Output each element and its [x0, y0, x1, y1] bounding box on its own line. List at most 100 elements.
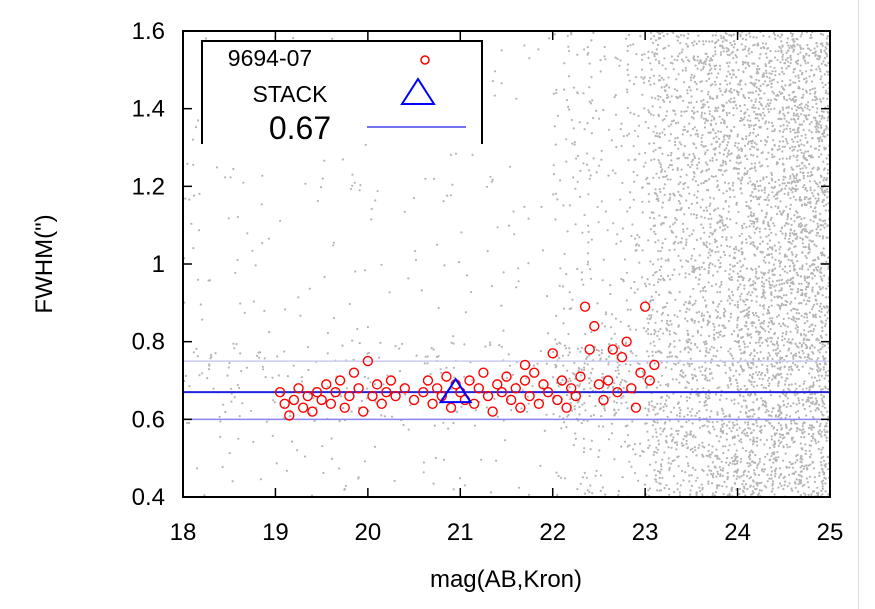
background-point: [558, 357, 561, 360]
background-point: [678, 339, 681, 342]
background-point: [654, 97, 657, 100]
background-point: [633, 280, 636, 284]
background-point: [704, 369, 707, 372]
background-point: [720, 394, 723, 397]
background-point: [807, 493, 810, 497]
background-point: [706, 55, 709, 59]
background-point: [812, 220, 815, 223]
background-point: [734, 245, 738, 248]
background-point: [430, 347, 433, 350]
background-point: [240, 369, 243, 373]
background-point: [797, 483, 800, 486]
background-point: [674, 217, 677, 220]
background-point: [771, 407, 775, 410]
background-point: [648, 314, 651, 317]
background-point: [686, 130, 689, 133]
background-point: [596, 302, 599, 305]
background-point: [716, 349, 719, 352]
background-point: [769, 102, 772, 105]
background-point: [617, 389, 620, 392]
background-point: [765, 198, 768, 201]
background-point: [772, 92, 776, 95]
background-point: [718, 115, 721, 118]
background-point: [662, 187, 665, 190]
background-point: [679, 42, 682, 45]
background-point: [777, 344, 780, 347]
background-point: [716, 179, 719, 182]
background-point: [653, 158, 656, 161]
background-point: [634, 237, 637, 240]
background-point: [789, 130, 792, 133]
background-point: [705, 58, 708, 61]
background-point: [717, 168, 721, 171]
background-point: [744, 399, 747, 402]
background-point: [737, 416, 740, 419]
background-point: [229, 176, 232, 179]
background-point: [654, 233, 657, 236]
background-point: [765, 235, 768, 238]
background-point: [636, 288, 639, 291]
background-point: [679, 484, 682, 487]
background-point: [712, 137, 715, 140]
background-point: [729, 101, 732, 104]
background-point: [706, 149, 709, 152]
background-point: [758, 227, 761, 230]
background-point: [670, 323, 673, 326]
background-point: [662, 277, 665, 280]
background-point: [759, 242, 762, 245]
background-point: [682, 438, 685, 441]
background-point: [824, 128, 827, 131]
background-point: [763, 463, 766, 466]
background-point: [815, 130, 818, 134]
background-point: [806, 316, 809, 319]
background-point: [719, 34, 722, 37]
background-point: [730, 91, 733, 94]
background-point: [768, 382, 771, 385]
background-point: [613, 400, 616, 403]
background-point: [819, 78, 822, 81]
background-point: [761, 292, 765, 295]
background-point: [676, 59, 679, 62]
background-point: [817, 123, 821, 126]
background-point: [693, 446, 697, 449]
background-point: [764, 80, 767, 83]
background-point: [713, 325, 716, 328]
background-point: [286, 375, 289, 378]
background-point: [682, 183, 685, 186]
background-point: [789, 269, 792, 273]
background-point: [811, 290, 814, 293]
background-point: [763, 291, 766, 294]
background-point: [710, 217, 713, 220]
background-point: [760, 104, 763, 107]
background-point: [807, 486, 810, 489]
background-point: [631, 223, 634, 226]
background-point: [803, 312, 807, 315]
background-point: [826, 177, 829, 180]
background-point: [580, 278, 584, 281]
background-point: [825, 157, 828, 160]
background-point: [801, 88, 805, 91]
background-point: [717, 130, 720, 133]
background-point: [725, 238, 728, 241]
background-point: [537, 48, 540, 51]
background-point: [600, 415, 603, 418]
background-point: [816, 337, 819, 340]
background-point: [724, 371, 727, 374]
background-point: [584, 332, 587, 336]
background-point: [761, 284, 764, 288]
background-point: [261, 368, 265, 371]
background-point: [716, 140, 719, 143]
background-point: [725, 438, 728, 441]
background-point: [813, 189, 816, 192]
background-point: [660, 223, 663, 226]
background-point: [805, 313, 808, 316]
background-point: [673, 58, 676, 61]
background-point: [767, 193, 770, 196]
background-point: [664, 175, 667, 178]
background-point: [741, 431, 744, 434]
background-point: [802, 467, 805, 470]
background-point: [426, 355, 429, 358]
background-point: [753, 348, 756, 351]
background-point: [332, 241, 335, 244]
